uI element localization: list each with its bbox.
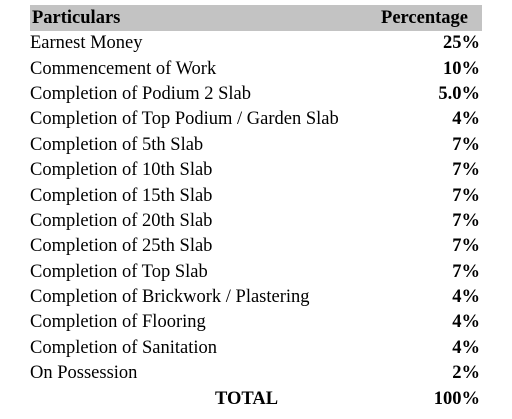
header-particulars: Particulars — [32, 7, 121, 28]
row-percentage: 7% — [452, 261, 480, 282]
row-particular: Commencement of Work — [30, 58, 217, 79]
table-row: Completion of Top Podium / Garden Slab 4… — [30, 107, 482, 132]
table-row: Completion of Brickwork / Plastering 4% — [30, 285, 482, 310]
row-percentage: 25% — [443, 33, 480, 54]
total-percentage: 100% — [433, 388, 480, 409]
row-particular: Completion of Top Slab — [30, 261, 208, 282]
row-particular: Earnest Money — [30, 33, 143, 54]
row-particular: On Possession — [30, 363, 138, 384]
row-percentage: 10% — [443, 58, 480, 79]
row-particular: Completion of 5th Slab — [30, 134, 204, 155]
row-percentage: 7% — [452, 185, 480, 206]
total-row: TOTAL 100% — [30, 386, 482, 411]
row-percentage: 4% — [452, 287, 480, 308]
table-row: Completion of 10th Slab 7% — [30, 158, 482, 183]
payment-schedule-table: Particulars Percentage Earnest Money 25%… — [30, 5, 482, 412]
row-percentage: 4% — [452, 337, 480, 358]
row-particular: Completion of 25th Slab — [30, 236, 213, 257]
row-particular: Completion of Top Podium / Garden Slab — [30, 109, 339, 130]
table-row: Completion of 25th Slab 7% — [30, 234, 482, 259]
row-percentage: 4% — [452, 312, 480, 333]
row-particular: Completion of Flooring — [30, 312, 206, 333]
row-percentage: 7% — [452, 134, 480, 155]
total-label: TOTAL — [215, 388, 279, 409]
row-percentage: 5.0% — [438, 83, 480, 104]
table-header-row: Particulars Percentage — [30, 5, 482, 31]
row-percentage: 2% — [452, 363, 480, 384]
header-percentage: Percentage — [381, 7, 468, 28]
table-row: Completion of 20th Slab 7% — [30, 209, 482, 234]
table-row: Completion of Flooring 4% — [30, 310, 482, 335]
row-particular: Completion of Podium 2 Slab — [30, 83, 251, 104]
row-percentage: 7% — [452, 236, 480, 257]
row-particular: Completion of 20th Slab — [30, 210, 213, 231]
row-percentage: 7% — [452, 160, 480, 181]
table-row: Completion of Top Slab 7% — [30, 260, 482, 285]
table-row: On Possession 2% — [30, 361, 482, 386]
row-percentage: 7% — [452, 210, 480, 231]
table-row: Completion of Podium 2 Slab 5.0% — [30, 82, 482, 107]
table-row: Completion of 5th Slab 7% — [30, 133, 482, 158]
row-particular: Completion of Sanitation — [30, 337, 218, 358]
table-row: Commencement of Work 10% — [30, 56, 482, 81]
row-particular: Completion of Brickwork / Plastering — [30, 287, 310, 308]
table-row: Completion of Sanitation 4% — [30, 336, 482, 361]
row-particular: Completion of 15th Slab — [30, 185, 213, 206]
row-percentage: 4% — [452, 109, 480, 130]
table-row: Completion of 15th Slab 7% — [30, 183, 482, 208]
table-row: Earnest Money 25% — [30, 31, 482, 56]
row-particular: Completion of 10th Slab — [30, 160, 213, 181]
